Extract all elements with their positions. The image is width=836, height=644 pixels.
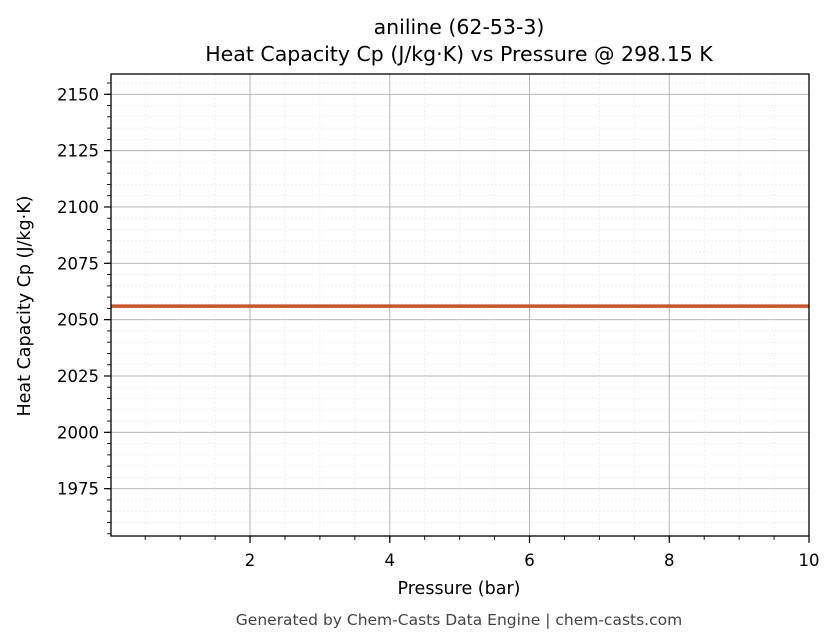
x-tick-label: 8	[664, 551, 675, 570]
y-tick-label: 2050	[57, 311, 99, 330]
x-axis-label: Pressure (bar)	[398, 579, 521, 599]
y-tick-label: 2000	[57, 423, 99, 442]
y-tick-label: 2150	[57, 85, 99, 104]
x-tick-label: 10	[799, 551, 820, 570]
x-tick-label: 6	[524, 551, 535, 570]
ticks: 2 4 6 8 10 1975 2000 2025 2050 2075 2100 2125 2150	[57, 82, 820, 570]
chart-title-line2: Heat Capacity Cp (J/kg·K) vs Pressure @ …	[205, 42, 713, 66]
x-tick-label: 2	[245, 551, 256, 570]
y-tick-label: 2075	[57, 254, 99, 273]
footer-credit: Generated by Chem-Casts Data Engine | ch…	[236, 611, 682, 629]
y-tick-label: 2025	[57, 367, 99, 386]
x-tick-label: 4	[385, 551, 396, 570]
chart-title-line1: aniline (62-53-3)	[374, 15, 545, 39]
y-tick-label: 2100	[57, 198, 99, 217]
y-tick-label: 2125	[57, 142, 99, 161]
y-axis-label: Heat Capacity Cp (J/kg·K)	[15, 196, 35, 417]
major-grid	[111, 74, 810, 536]
y-tick-label: 1975	[57, 480, 99, 499]
